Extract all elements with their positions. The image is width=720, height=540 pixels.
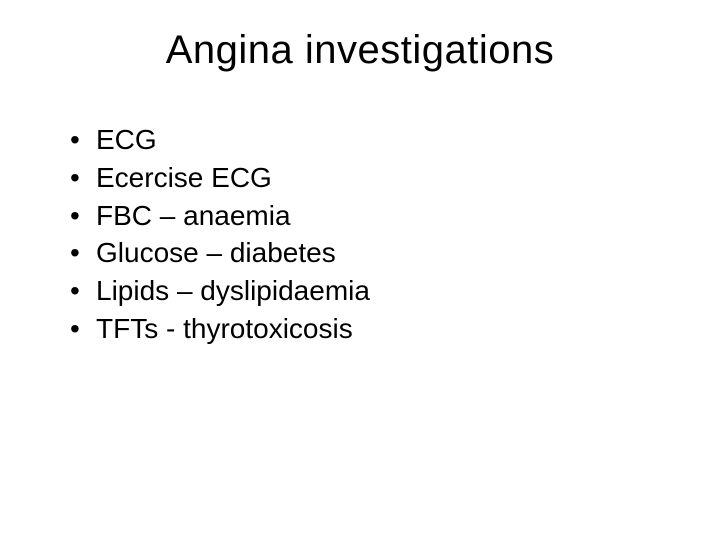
bullet-text: ECG [96, 121, 660, 159]
bullet-icon: • [68, 310, 96, 348]
list-item: • Ecercise ECG [68, 159, 660, 197]
list-item: • Glucose – diabetes [68, 234, 660, 272]
bullet-text: Glucose – diabetes [96, 234, 660, 272]
bullet-list: • ECG • Ecercise ECG • FBC – anaemia • G… [60, 121, 660, 348]
bullet-icon: • [68, 234, 96, 272]
list-item: • Lipids – dyslipidaemia [68, 272, 660, 310]
bullet-icon: • [68, 272, 96, 310]
list-item: • ECG [68, 121, 660, 159]
bullet-icon: • [68, 159, 96, 197]
bullet-icon: • [68, 121, 96, 159]
bullet-text: TFTs - thyrotoxicosis [96, 310, 660, 348]
list-item: • FBC – anaemia [68, 197, 660, 235]
slide-container: Angina investigations • ECG • Ecercise E… [0, 0, 720, 540]
list-item: • TFTs - thyrotoxicosis [68, 310, 660, 348]
bullet-icon: • [68, 197, 96, 235]
bullet-text: Ecercise ECG [96, 159, 660, 197]
bullet-text: Lipids – dyslipidaemia [96, 272, 660, 310]
slide-title: Angina investigations [60, 28, 660, 73]
bullet-text: FBC – anaemia [96, 197, 660, 235]
